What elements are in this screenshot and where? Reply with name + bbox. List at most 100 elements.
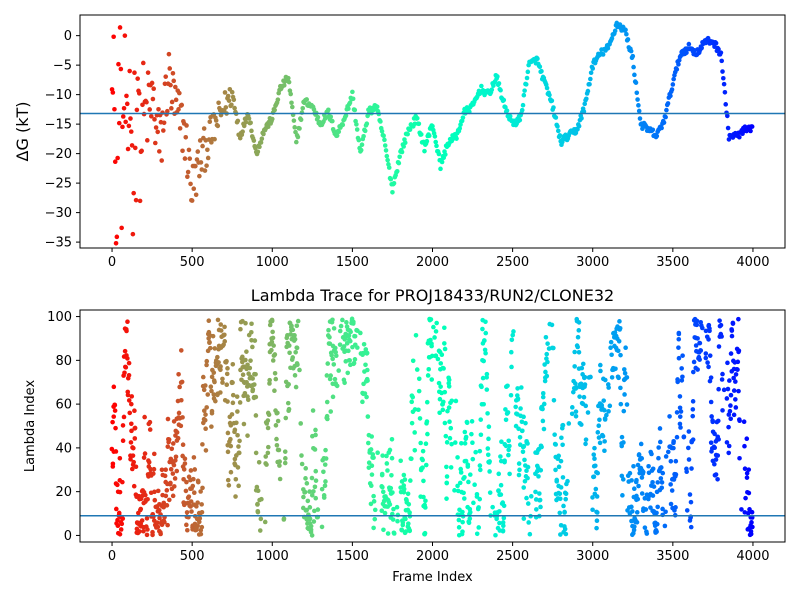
lambda-point (264, 462, 269, 467)
lambda-point (426, 366, 432, 372)
lambda-point (210, 333, 216, 339)
lambda-point (621, 440, 626, 445)
delta-g-point (248, 120, 253, 126)
lambda-point (170, 493, 176, 499)
lambda-point (456, 517, 462, 523)
lambda-point (325, 416, 330, 422)
x-tick-label: 3500 (656, 255, 689, 270)
delta-g-point (397, 154, 402, 160)
lambda-point (363, 362, 368, 368)
lambda-point (352, 357, 358, 362)
delta-g-point (259, 136, 265, 142)
lambda-point (437, 410, 442, 416)
lambda-point (326, 327, 331, 333)
delta-g-point (177, 90, 182, 96)
lambda-point (477, 448, 483, 454)
delta-g-point (272, 107, 277, 113)
lambda-point (233, 494, 238, 499)
lambda-point (399, 527, 405, 533)
lambda-point (340, 317, 345, 323)
delta-g-point (535, 56, 540, 62)
lambda-point (677, 421, 683, 427)
delta-g-point (433, 139, 439, 145)
x-tick-label: 2500 (496, 255, 529, 270)
delta-g-point (628, 48, 634, 54)
lambda-point (203, 383, 208, 388)
lambda-point (442, 341, 447, 346)
lambda-point (557, 510, 563, 516)
delta-g-point (297, 126, 302, 131)
delta-g-point (663, 114, 668, 120)
lambda-point (668, 501, 674, 507)
lambda-point (557, 496, 563, 502)
lambda-point (500, 520, 506, 525)
delta-g-point (134, 107, 140, 113)
delta-g-point (212, 136, 217, 142)
lambda-point (521, 485, 526, 490)
delta-g-point (110, 90, 116, 95)
lambda-point (265, 425, 271, 431)
lambda-point (277, 463, 282, 468)
delta-g-point (588, 76, 593, 82)
lambda-point (380, 484, 385, 490)
lambda-point (718, 322, 724, 328)
lambda-point (677, 405, 683, 411)
lambda-point (524, 495, 529, 501)
lambda-point (673, 458, 679, 464)
delta-g-point (121, 105, 127, 111)
lambda-point (163, 493, 169, 499)
lambda-point (667, 414, 672, 419)
delta-g-point (674, 67, 680, 72)
lambda-point (248, 358, 253, 363)
delta-g-point (737, 134, 742, 140)
lambda-point (192, 467, 198, 472)
lambda-point (485, 452, 491, 458)
lambda-point (590, 507, 595, 513)
delta-g-point (590, 66, 596, 71)
lambda-point (583, 403, 589, 409)
delta-g-points (109, 20, 755, 246)
delta-g-point (354, 127, 360, 132)
lambda-point (467, 516, 473, 521)
lambda-point (137, 529, 142, 534)
lambda-point (412, 407, 418, 412)
lambda-point (122, 348, 128, 354)
lambda-point (198, 489, 203, 494)
delta-g-point (668, 93, 673, 99)
delta-g-point (128, 116, 133, 121)
lambda-point (132, 408, 137, 414)
lambda-point (676, 336, 682, 342)
lambda-point (218, 390, 223, 395)
lambda-point (216, 360, 221, 365)
lambda-point (240, 354, 245, 360)
lambda-point (455, 455, 460, 460)
lambda-point (245, 362, 250, 368)
lambda-point (654, 529, 659, 535)
lambda-point (245, 433, 250, 438)
lambda-point (238, 326, 243, 332)
lambda-point (181, 476, 186, 482)
lambda-point (176, 410, 182, 416)
delta-g-point (168, 82, 173, 88)
lambda-point (273, 423, 279, 428)
lambda-point (165, 416, 171, 422)
delta-g-point (358, 147, 364, 153)
lambda-point (331, 326, 337, 331)
lambda-point (461, 490, 466, 496)
lambda-point (346, 333, 352, 338)
lambda-point (480, 326, 485, 332)
lambda-point (236, 444, 241, 449)
lambda-point (355, 345, 360, 350)
delta-g-y-ticks: 0 −5 −10 −15 −20 −25 −30 −35 (45, 29, 80, 251)
lambda-point (371, 455, 376, 460)
y-tick-label: −20 (45, 147, 72, 162)
lambda-point (575, 334, 581, 340)
lambda-point (179, 397, 184, 403)
lambda-point (618, 352, 623, 358)
delta-g-point (364, 121, 370, 127)
delta-g-point (216, 100, 221, 106)
lambda-point (742, 443, 747, 449)
lambda-point (120, 516, 126, 521)
lambda-point (431, 324, 436, 330)
lambda-point (151, 466, 157, 472)
